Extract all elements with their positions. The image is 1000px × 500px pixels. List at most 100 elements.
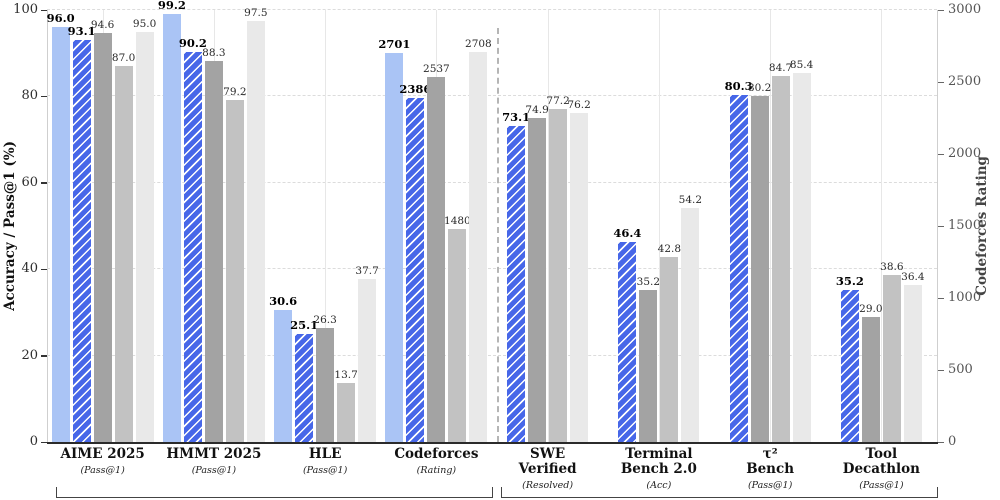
- group-bracket: [501, 487, 938, 498]
- bar-value-label: 2537: [423, 62, 450, 75]
- left-axis-spine: [47, 10, 48, 442]
- bar-dark_gray: 2537: [423, 63, 450, 442]
- bar-solid_blue: 2701: [378, 37, 410, 442]
- category-metric: (Resolved): [522, 480, 574, 491]
- bar-light_gray: 54.2: [679, 194, 702, 442]
- bar-mid_gray: 42.8: [658, 243, 681, 442]
- category-name: HMMT 2025: [166, 446, 262, 462]
- bar-value-label: 84.7: [768, 62, 793, 75]
- bar-dark_gray: 26.3: [313, 314, 337, 442]
- bar-value-label: 37.7: [355, 265, 379, 278]
- bar-value-label: 54.2: [678, 193, 703, 206]
- bar-mid_gray: 87.0: [112, 52, 135, 442]
- left-tick-mark: [41, 95, 47, 98]
- category-name: Codeforces: [394, 446, 479, 462]
- category-name: SWE Verified: [518, 446, 577, 477]
- gridline: [47, 354, 937, 356]
- left-tick-mark: [41, 441, 47, 443]
- category-metric: (Pass@1): [747, 480, 793, 491]
- bar-light_gray: 2708: [465, 38, 492, 442]
- category-label: AIME 2025 (Pass@1): [47, 446, 158, 477]
- bar-value-label: 94.6: [90, 19, 115, 32]
- x-axis-spine: [47, 442, 938, 444]
- category-name: τ² Bench: [746, 446, 795, 477]
- bar-mid_gray: 13.7: [334, 369, 358, 442]
- bar-mid_gray: 84.7: [769, 62, 792, 442]
- bar-group: 80.3 80.2 84.7 85.4: [715, 10, 826, 442]
- category-label: Terminal Bench 2.0 (Acc): [603, 446, 714, 492]
- bar-value-label: 96.0: [46, 11, 75, 26]
- left-axis-title-text: Accuracy / Pass@1 (%): [2, 141, 18, 311]
- section-separator-line: [497, 28, 499, 442]
- category-label: Codeforces (Rating): [381, 446, 492, 477]
- category-name: AIME 2025: [60, 446, 145, 462]
- left-axis-title: Accuracy / Pass@1 (%): [2, 10, 18, 442]
- bar-value-label: 90.2: [178, 36, 207, 51]
- right-axis-spine: [937, 10, 938, 442]
- bar-group: 30.6 25.1 26.3 13.7 37.7: [269, 10, 381, 442]
- bar-group: 46.4 35.2 42.8 54.2: [603, 10, 714, 442]
- bar-value-label: 2708: [465, 38, 492, 50]
- category-name: HLE: [308, 446, 342, 462]
- bar-solid_blue: 99.2: [158, 0, 186, 442]
- category-label: SWE Verified (Resolved): [492, 446, 603, 492]
- bar-hatched_blue: 2386: [399, 82, 431, 442]
- bar-mid_gray: 77.2: [546, 95, 570, 442]
- bar-group: 96.0 93.1 94.6 87.0 95.0: [47, 10, 158, 442]
- bar-value-label: 35.2: [835, 273, 864, 288]
- group-center-line: [325, 10, 327, 442]
- right-tick-mark: [938, 9, 944, 11]
- left-tick-mark: [41, 268, 47, 271]
- bar-light_gray: 85.4: [790, 59, 813, 442]
- bar-value-label: 1480: [444, 214, 471, 227]
- bar-group: 99.2 90.2 88.3 79.2 97.5: [158, 0, 269, 442]
- bar-light_gray: 95.0: [133, 18, 156, 442]
- bar-value-label: 30.6: [269, 293, 298, 308]
- bar-value-label: 73.1: [502, 110, 531, 125]
- bar-value-label: 36.4: [901, 270, 925, 283]
- bar-light_gray: 37.7: [355, 265, 379, 442]
- bar-value-label: 42.8: [657, 243, 682, 256]
- category-metric: (Rating): [416, 465, 457, 476]
- category-label: Tool Decathlon (Pass@1): [826, 447, 937, 492]
- bar-mid_gray: 1480: [444, 215, 471, 442]
- bar-value-label: 76.2: [567, 98, 591, 111]
- category-metric: (Acc): [646, 480, 672, 491]
- bar-value-label: 46.4: [613, 225, 642, 240]
- category-label: HMMT 2025 (Pass@1): [158, 446, 269, 477]
- left-tick-label: 60: [21, 174, 38, 190]
- bar-value-label: 95.0: [132, 17, 157, 30]
- category-label: HLE (Pass@1): [270, 446, 381, 477]
- group-center-line: [658, 10, 660, 442]
- bar-hatched_blue: 73.1: [502, 110, 530, 442]
- right-tick-label: 0: [948, 434, 957, 449]
- plot-area: 96.0 93.1 94.6 87.0 95.0 99.2 90.2 88.3 79.2 97.5…: [47, 0, 937, 442]
- right-tick-mark: [938, 297, 944, 299]
- bar-value-label: 38.6: [880, 261, 904, 274]
- bar-value-label: 97.5: [244, 6, 268, 19]
- bar-group: 35.2 29.0 38.6 36.4: [826, 10, 937, 442]
- left-tick-label: 0: [29, 434, 38, 449]
- bar-hatched_blue: 80.3: [725, 79, 753, 442]
- right-tick-mark: [938, 225, 944, 227]
- gridline: [47, 181, 937, 183]
- right-tick-label: 2500: [948, 74, 982, 89]
- bar-value-label: 99.2: [157, 0, 186, 12]
- bar-light_gray: 97.5: [244, 7, 268, 442]
- bar-value-label: 35.2: [636, 275, 661, 288]
- bar-value-label: 87.0: [111, 52, 136, 65]
- bar-mid_gray: 79.2: [223, 86, 247, 442]
- bar-solid_blue: 30.6: [269, 294, 297, 442]
- bar-value-label: 29.0: [859, 302, 883, 315]
- bar-value-label: 77.2: [546, 94, 570, 107]
- bar-value-label: 79.2: [223, 85, 247, 98]
- category-label: τ² Bench (Pass@1): [715, 446, 826, 492]
- bar-value-label: 26.3: [313, 314, 337, 327]
- category-name: Terminal Bench 2.0: [620, 446, 697, 477]
- right-tick-label: 500: [948, 362, 973, 377]
- bar-group: 73.1 74.9 77.2 76.2: [492, 10, 603, 442]
- left-tick-mark: [41, 9, 47, 11]
- category-metric: (Pass@1): [859, 480, 904, 491]
- gridline: [47, 268, 937, 270]
